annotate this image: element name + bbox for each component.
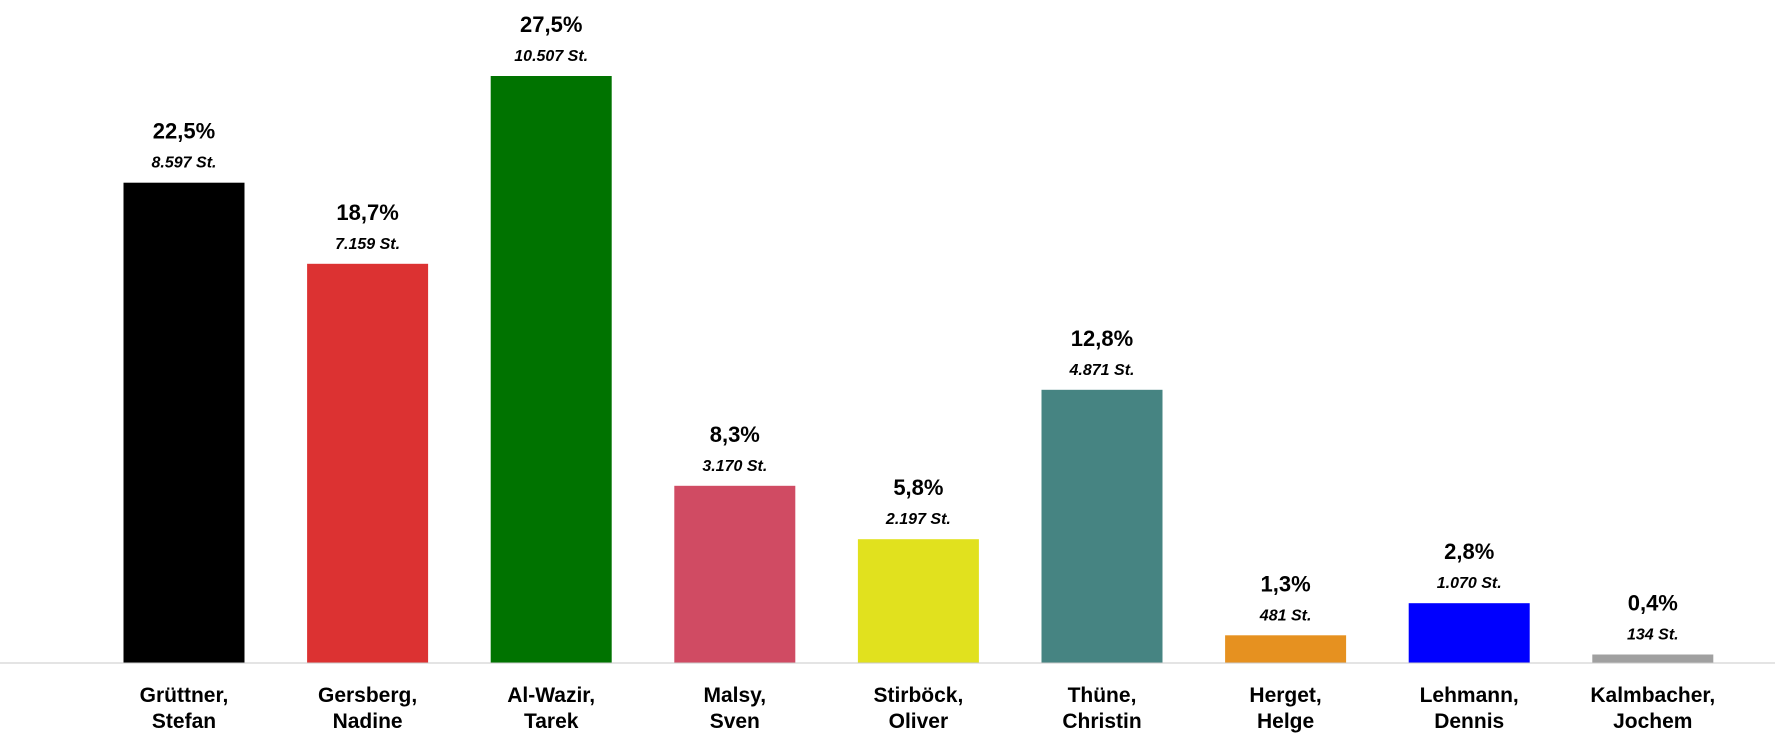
bar-5 bbox=[1041, 389, 1163, 663]
category-label-line1-2: Al-Wazir, bbox=[507, 684, 595, 707]
percent-label-3: 8,3% bbox=[710, 422, 760, 447]
category-label-line1-8: Kalmbacher, bbox=[1590, 684, 1715, 707]
votes-label-4: 2.197 St. bbox=[885, 511, 951, 528]
bar-1 bbox=[307, 263, 429, 663]
percent-label-1: 18,7% bbox=[336, 200, 398, 225]
category-label-line1-4: Stirböck, bbox=[873, 684, 963, 707]
bar-8 bbox=[1592, 654, 1714, 663]
percent-label-0: 22,5% bbox=[153, 119, 215, 144]
category-label-line1-5: Thüne, bbox=[1068, 684, 1137, 707]
votes-label-3: 3.170 St. bbox=[702, 458, 767, 475]
bars-layer bbox=[123, 76, 1714, 663]
category-label-line2-1: Nadine bbox=[333, 710, 403, 733]
votes-label-2: 10.507 St. bbox=[514, 48, 588, 65]
bar-2 bbox=[490, 76, 612, 663]
category-label-line2-3: Sven bbox=[710, 710, 760, 733]
category-label-line1-3: Malsy, bbox=[703, 684, 766, 707]
votes-label-5: 4.871 St. bbox=[1069, 362, 1135, 379]
votes-label-8: 134 St. bbox=[1627, 627, 1679, 644]
category-label-line2-4: Oliver bbox=[889, 710, 949, 733]
percent-label-6: 1,3% bbox=[1261, 571, 1311, 596]
votes-label-0: 8.597 St. bbox=[152, 155, 217, 172]
category-label-line2-0: Stefan bbox=[152, 710, 216, 733]
percent-label-5: 12,8% bbox=[1071, 326, 1133, 351]
category-label-line1-6: Herget, bbox=[1249, 684, 1321, 707]
category-label-line2-5: Christin bbox=[1062, 710, 1141, 733]
category-label-line2-8: Jochem bbox=[1613, 710, 1692, 733]
category-label-line1-0: Grüttner, bbox=[140, 684, 229, 707]
votes-label-7: 1.070 St. bbox=[1437, 575, 1502, 592]
bar-0 bbox=[123, 182, 245, 663]
category-label-line2-7: Dennis bbox=[1434, 710, 1504, 733]
category-label-line1-1: Gersberg, bbox=[318, 684, 417, 707]
votes-label-6: 481 St. bbox=[1259, 607, 1312, 624]
category-label-line2-6: Helge bbox=[1257, 710, 1314, 733]
bar-3 bbox=[674, 485, 796, 663]
percent-label-7: 2,8% bbox=[1444, 539, 1494, 564]
percent-label-2: 27,5% bbox=[520, 12, 582, 37]
labels-layer: 22,5% 8.597 St. Grüttner, Stefan 18,7% 7.159 … bbox=[140, 12, 1716, 733]
category-label-line2-2: Tarek bbox=[524, 710, 579, 733]
bar-6 bbox=[1225, 635, 1347, 663]
votes-label-1: 7.159 St. bbox=[335, 236, 400, 253]
category-label-line1-7: Lehmann, bbox=[1420, 684, 1519, 707]
percent-label-8: 0,4% bbox=[1628, 591, 1678, 616]
bar-7 bbox=[1408, 603, 1530, 663]
percent-label-4: 5,8% bbox=[893, 475, 943, 500]
bar-4 bbox=[857, 539, 979, 663]
